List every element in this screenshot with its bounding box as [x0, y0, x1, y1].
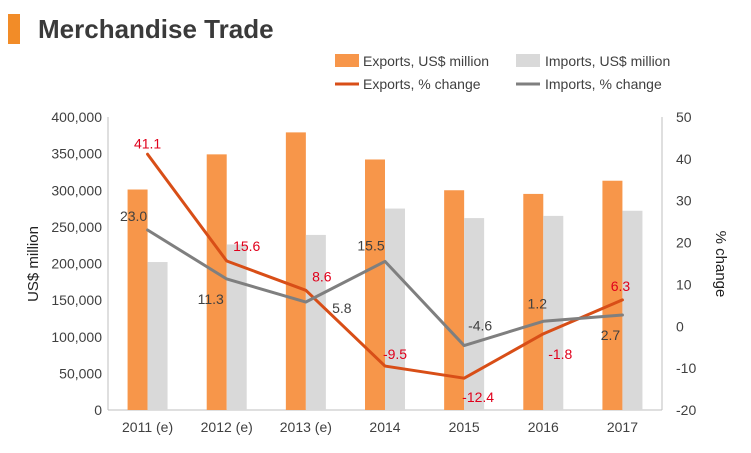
- x-tick-label: 2014: [369, 419, 400, 435]
- data-label-imports-pct: 11.3: [198, 291, 224, 307]
- legend: Exports, US$ million Imports, US$ millio…: [335, 53, 670, 92]
- y-tick-label: 0: [94, 402, 102, 418]
- data-label-exports-pct: -9.5: [383, 346, 407, 362]
- y-tick-label: 300,000: [51, 182, 102, 198]
- line-imports-pct: [146, 228, 624, 348]
- legend-label-exports-bar: Exports, US$ million: [363, 53, 489, 69]
- data-label-imports-pct: -4.6: [468, 318, 492, 334]
- bar-exports: [602, 180, 623, 410]
- y-tick-label: 200,000: [51, 256, 102, 272]
- data-label-imports-pct: 23.0: [120, 208, 147, 224]
- plot-area: 0 50,000 100,000 150,000 200,000 250,000 300,0…: [51, 109, 696, 435]
- y-tick-label: 150,000: [51, 292, 102, 308]
- data-label-exports-pct: -12.4: [462, 389, 494, 405]
- data-label-exports-pct: 8.6: [312, 268, 332, 284]
- y2-tick-label: 0: [676, 318, 684, 334]
- x-tick-label: 2011 (e): [122, 419, 173, 435]
- y-tick-label: 350,000: [51, 146, 102, 162]
- x-tick-label: 2012 (e): [201, 419, 253, 435]
- y2-tick-label: 10: [676, 276, 692, 292]
- y-axis-title: US$ million: [25, 226, 42, 302]
- legend-swatch-imports-bar: [516, 54, 540, 67]
- page-title: Merchandise Trade: [38, 14, 274, 44]
- bar-exports: [523, 193, 544, 410]
- legend-swatch-exports-bar: [335, 54, 359, 67]
- legend-label-imports-line: Imports, % change: [545, 76, 662, 92]
- x-tick-label: 2016: [528, 419, 559, 435]
- bar-imports: [385, 208, 405, 410]
- bar-exports: [365, 159, 385, 410]
- y2-tick-label: 20: [676, 235, 692, 251]
- data-label-imports-pct: 15.5: [357, 237, 384, 253]
- data-label-imports-pct: 5.8: [332, 300, 352, 316]
- y2-axis-title: % change: [712, 231, 729, 298]
- y2-tick-label: 40: [676, 151, 692, 167]
- data-label-imports-pct: 1.2: [528, 295, 548, 311]
- data-label-exports-pct: -1.8: [548, 346, 572, 362]
- title-accent-bar: [8, 14, 20, 44]
- y-tick-label: 100,000: [51, 329, 102, 345]
- legend-label-exports-line: Exports, % change: [363, 76, 481, 92]
- data-label-imports-pct: 2.7: [601, 327, 621, 343]
- data-label-exports-pct: 41.1: [134, 135, 161, 151]
- y-tick-label: 250,000: [51, 219, 102, 235]
- bar-exports: [444, 190, 465, 410]
- y2-tick-label: 30: [676, 193, 692, 209]
- bar-imports: [305, 234, 326, 410]
- bar-exports: [206, 154, 227, 410]
- bar-imports: [622, 210, 643, 410]
- line-exports-pct: [146, 152, 624, 380]
- bar-exports: [127, 189, 148, 410]
- y-tick-label: 50,000: [59, 365, 102, 381]
- x-tick-label: 2013 (e): [280, 419, 332, 435]
- bar-imports: [464, 218, 485, 410]
- y2-tick-label: -20: [676, 402, 696, 418]
- y-tick-label: 400,000: [51, 109, 102, 125]
- x-tick-label: 2017: [607, 419, 638, 435]
- data-label-exports-pct: 15.6: [233, 238, 260, 254]
- bar-imports: [226, 244, 247, 410]
- y2-tick-label: -10: [676, 360, 696, 376]
- y2-tick-label: 50: [676, 109, 692, 125]
- data-label-exports-pct: 6.3: [611, 278, 631, 294]
- x-tick-label: 2015: [449, 419, 480, 435]
- bar-imports: [543, 215, 564, 410]
- bar-imports: [147, 262, 168, 410]
- legend-label-imports-bar: Imports, US$ million: [545, 53, 670, 69]
- bar-exports: [285, 132, 306, 410]
